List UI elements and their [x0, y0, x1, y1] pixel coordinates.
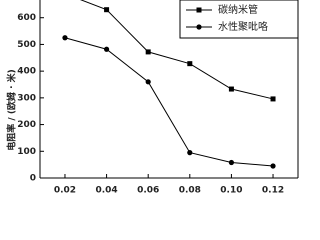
legend-marker [196, 24, 202, 30]
x-tick-label: 0.06 [137, 186, 159, 196]
point [104, 7, 110, 13]
point [228, 86, 234, 92]
legend-box [179, 0, 299, 39]
y-tick-label: 300 [17, 93, 36, 103]
line [64, 37, 274, 167]
point [62, 35, 68, 41]
y-tick-label: 100 [17, 147, 36, 157]
x-tick-label: 0.04 [95, 186, 117, 196]
point [187, 61, 193, 67]
point [270, 163, 276, 169]
chart: 电阻率 / (欧姆 · 米) 0 100 200 300 400 500 600 0.02 0.… [6, 0, 299, 196]
x-tick-label: 0.12 [262, 186, 284, 196]
point [103, 46, 110, 52]
point [228, 159, 235, 166]
y-tick-label: 600 [17, 13, 36, 23]
y-axis-label: 电阻率 / (欧姆 · 米) [6, 69, 18, 150]
line [80, 0, 274, 100]
legend-label: 碳纳米管 [218, 3, 258, 16]
x-tick-label: 0.02 [54, 186, 76, 196]
point [145, 49, 151, 55]
page: {"chart_data": {"type": "line", "y_label… [5, 0, 299, 196]
point [145, 79, 151, 85]
point [270, 96, 276, 102]
x-tick-label: 0.10 [220, 186, 242, 196]
x-tick-label: 0.08 [179, 186, 201, 196]
legend-label: 水性聚吡咯 [218, 20, 268, 33]
y-tick-label: 400 [17, 67, 36, 77]
legend-marker [196, 7, 202, 13]
y-tick-label: 200 [17, 120, 36, 130]
y-tick-label: 0 [30, 174, 36, 184]
y-tick-label: 500 [17, 40, 36, 50]
point [187, 150, 193, 156]
